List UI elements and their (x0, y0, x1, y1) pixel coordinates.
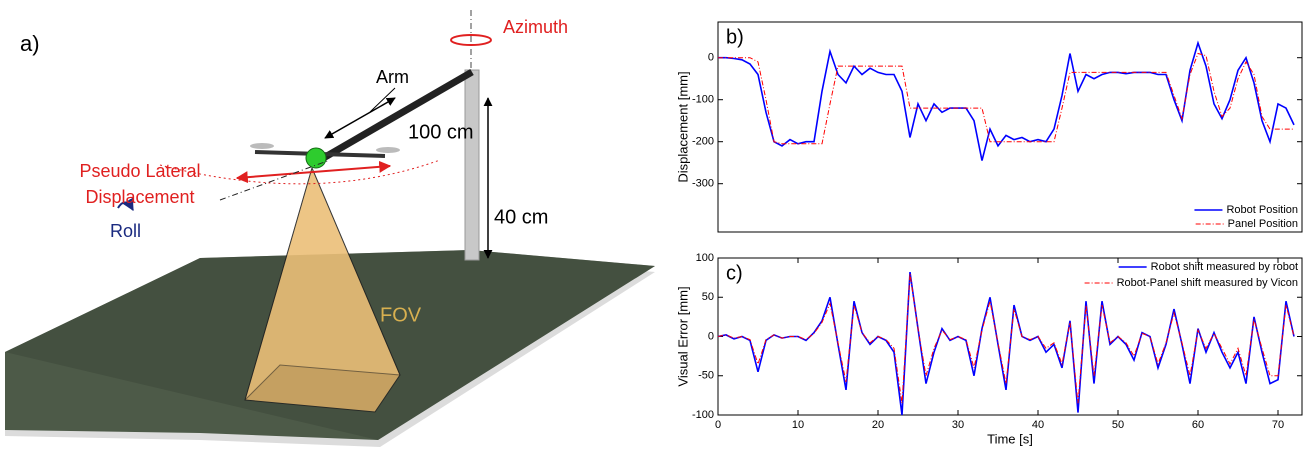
azimuth-arrow (450, 34, 492, 46)
x-tick-label: 30 (952, 419, 964, 431)
series-line (718, 40, 1295, 161)
y-tick-label: -300 (692, 178, 714, 190)
lateral-label: Displacement (85, 187, 194, 207)
x-axis-label: Time [s] (987, 431, 1033, 446)
y-tick-label: 100 (696, 252, 714, 264)
x-tick-label: 0 (715, 419, 721, 431)
length-arrow (324, 97, 396, 139)
y-tick-label: 50 (702, 291, 714, 303)
pole (464, 69, 480, 261)
arm-bar (318, 68, 474, 164)
drone-body (305, 147, 327, 169)
y-tick-label: -100 (692, 409, 714, 421)
arm-length-label: 100 cm (408, 121, 474, 143)
lateral-label: Pseudo Lateral (79, 161, 200, 181)
series-line (717, 271, 1295, 416)
x-tick-label: 40 (1032, 419, 1044, 431)
y-tick-label: 0 (708, 52, 714, 64)
x-tick-label: 50 (1112, 419, 1124, 431)
legend-label: Robot-Panel shift measured by Vicon (1117, 277, 1298, 289)
propeller (250, 143, 274, 149)
y-tick-label: -100 (692, 94, 714, 106)
azimuth-label: Azimuth (503, 17, 568, 37)
roll-arrow (117, 197, 134, 212)
fov-pyramid-back (244, 166, 401, 401)
panel-label: c) (726, 262, 743, 284)
y-tick-label: 0 (708, 330, 714, 342)
lateral-arrow (235, 160, 392, 184)
propeller (376, 147, 400, 153)
x-tick-label: 70 (1272, 419, 1284, 431)
series-line (718, 52, 1294, 145)
y-axis-label: Visual Error [mm] (675, 286, 690, 386)
panel-label: a) (20, 31, 40, 56)
y-tick-label: -50 (698, 370, 714, 382)
legend-label: Panel Position (1228, 218, 1298, 230)
legend-label: Robot shift measured by robot (1151, 261, 1298, 273)
arm-label: Arm (376, 67, 409, 87)
fov-label: FOV (380, 304, 422, 326)
y-axis-label: Displacement [mm] (675, 71, 690, 182)
roll-label: Roll (110, 221, 141, 241)
panel-label: b) (726, 26, 744, 48)
diagram: a) Azimuth Arm 100 cm 40 cm Pseudo Later… (5, 10, 655, 447)
legend-label: Robot Position (1226, 204, 1298, 216)
x-tick-label: 60 (1192, 419, 1204, 431)
series-line (717, 273, 1295, 404)
y-tick-label: -200 (692, 136, 714, 148)
x-tick-label: 10 (792, 419, 804, 431)
plot-frame (717, 21, 1303, 233)
lateral-arc (159, 159, 441, 185)
arm-pointer (369, 87, 396, 113)
x-tick-label: 20 (872, 419, 884, 431)
height-label: 40 cm (494, 206, 548, 228)
